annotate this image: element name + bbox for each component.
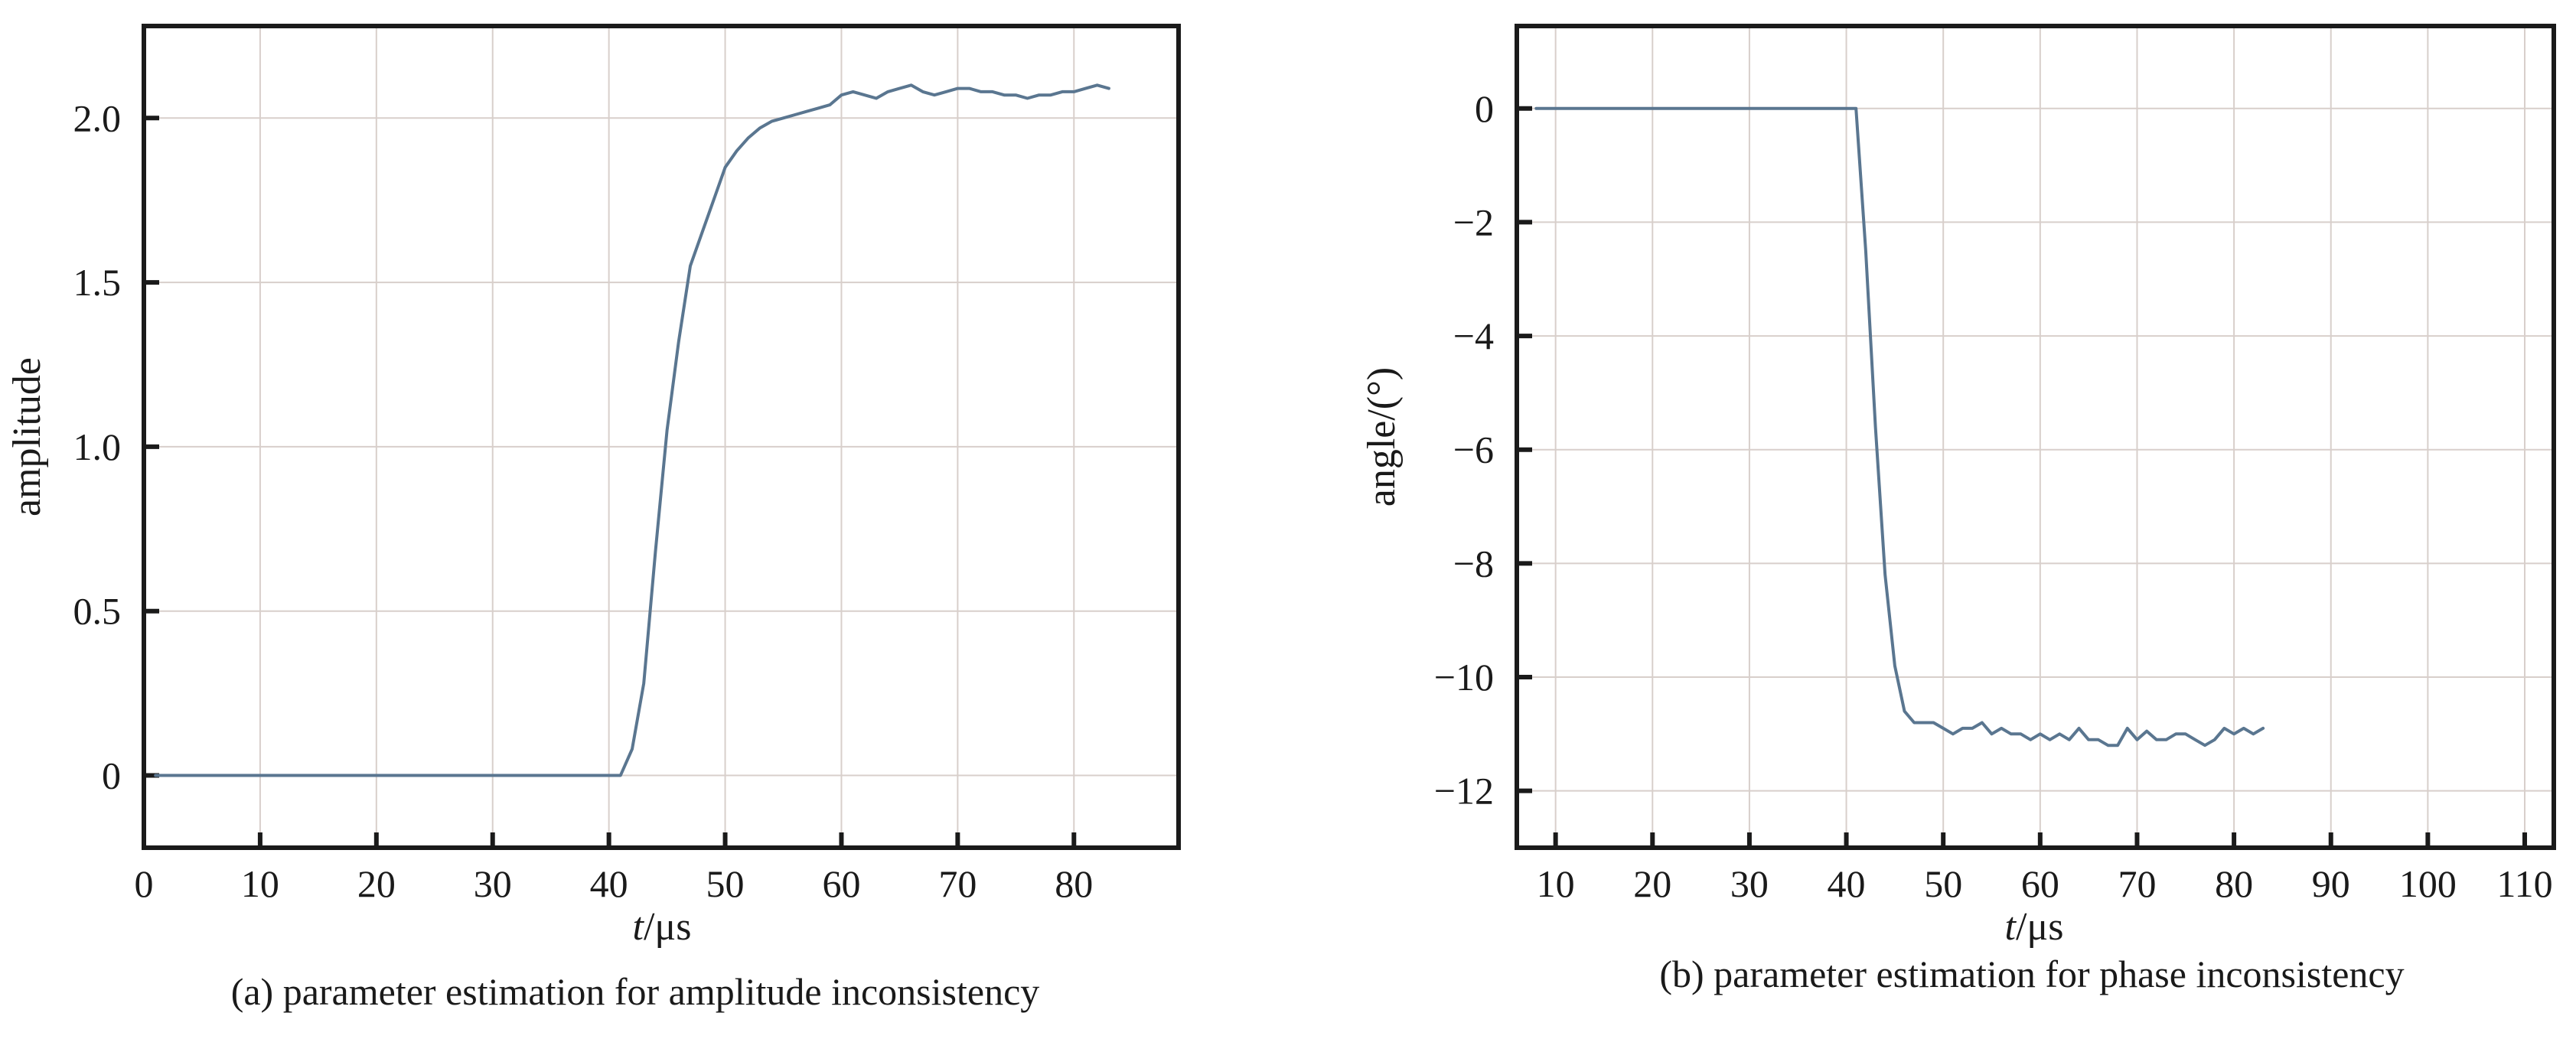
panel-b-x-tick-label: 80 [2215, 862, 2253, 905]
panel-b-x-tick-label: 10 [1537, 862, 1575, 905]
panel-a-grid [143, 26, 1179, 848]
panel-b-x-tick-label: 60 [2021, 862, 2059, 905]
panel-a-y-tick-label: 0.5 [73, 590, 122, 633]
panel-b-x-tick-label: 50 [1924, 862, 1962, 905]
panel-a-x-tick-label: 10 [241, 862, 279, 905]
panel-a-series [154, 83, 1110, 777]
panel-a-caption: (a) parameter estimation for amplitude i… [231, 970, 1040, 1013]
panel-b-x-tick-label: 40 [1828, 862, 1866, 905]
panel-b-x-axis-label-unit: /μs [2016, 905, 2064, 949]
panel-a-x-axis-label: t/μs [632, 905, 691, 949]
panel-b-x-tick-label: 70 [2118, 862, 2156, 905]
panel-b-x-axis-label: t/μs [2004, 905, 2063, 949]
panel-a-y-tick-label: 0 [102, 754, 121, 796]
panel-b-y-tick-label: −6 [1453, 428, 1494, 471]
panel-b-ticks: 10 20 30 40 50 60 70 80 90 100 110 0 −2 −4 −6 −8 −10 −12 [1434, 87, 2553, 905]
panel-b-x-tick-label: 30 [1730, 862, 1769, 905]
panel-b-x-axis-label-var: t [2004, 905, 2017, 949]
panel-b-plot-frame [1515, 24, 2556, 850]
panel-b-series [1534, 106, 2265, 747]
panel-a-ticks: 0 10 20 30 40 50 60 70 80 0 0.5 1.0 1.5 2.0 [73, 96, 1094, 905]
panel-a-y-tick-label: 2.0 [73, 96, 122, 139]
panel-b-y-tick-label: −12 [1434, 770, 1494, 813]
panel-a-amplitude: 0 10 20 30 40 50 60 70 80 0 0.5 1.0 1.5 2.0 t/μs ampl… [5, 24, 1181, 1013]
panel-a-x-tick-label: 0 [135, 862, 154, 905]
panel-a-plot-frame [142, 24, 1181, 850]
panel-a-x-tick-label: 80 [1055, 862, 1093, 905]
panel-a-x-tick-label: 20 [357, 862, 396, 905]
panel-a-x-tick-label: 70 [938, 862, 977, 905]
panel-b-y-tick-label: −10 [1434, 656, 1494, 699]
panel-a-x-tick-label: 40 [590, 862, 628, 905]
panel-b-y-tick-label: −4 [1453, 314, 1494, 357]
panel-b-caption: (b) parameter estimation for phase incon… [1659, 953, 2404, 995]
panel-b-x-tick-label: 90 [2312, 862, 2350, 905]
panel-a-y-tick-label: 1.0 [73, 425, 122, 468]
panel-b-x-tick-label: 110 [2496, 862, 2552, 905]
panel-a-y-tick-label: 1.5 [73, 261, 122, 304]
panel-a-y-axis-label: amplitude [5, 357, 49, 516]
panel-b-grid [1517, 26, 2554, 848]
panel-a-x-tick-label: 50 [706, 862, 745, 905]
panel-b-y-tick-label: −2 [1453, 200, 1494, 243]
panel-a-x-tick-label: 60 [822, 862, 860, 905]
panel-a-series-line [154, 83, 1110, 777]
panel-b-y-axis-label: angle/(°) [1360, 367, 1404, 506]
panel-a-x-axis-label-var: t [632, 905, 644, 949]
panel-a-x-tick-label: 30 [474, 862, 512, 905]
panel-b-x-tick-label: 100 [2399, 862, 2457, 905]
panel-b-y-tick-label: −8 [1453, 542, 1494, 585]
panel-b-series-line [1534, 106, 2265, 747]
panel-b-x-tick-label: 20 [1633, 862, 1671, 905]
panel-a-labels: t/μs amplitude (a) parameter estimation … [5, 357, 1039, 1013]
panel-b-angle: 10 20 30 40 50 60 70 80 90 100 1100−2−4−6−8−10−12 … [1360, 24, 2556, 995]
panel-a-x-axis-label-unit: /μs [644, 905, 692, 949]
panel-b-y-tick-label: 0 [1475, 87, 1494, 130]
panel-b-labels: t/μs angle/(°) (b) parameter estimation … [1360, 367, 2405, 995]
